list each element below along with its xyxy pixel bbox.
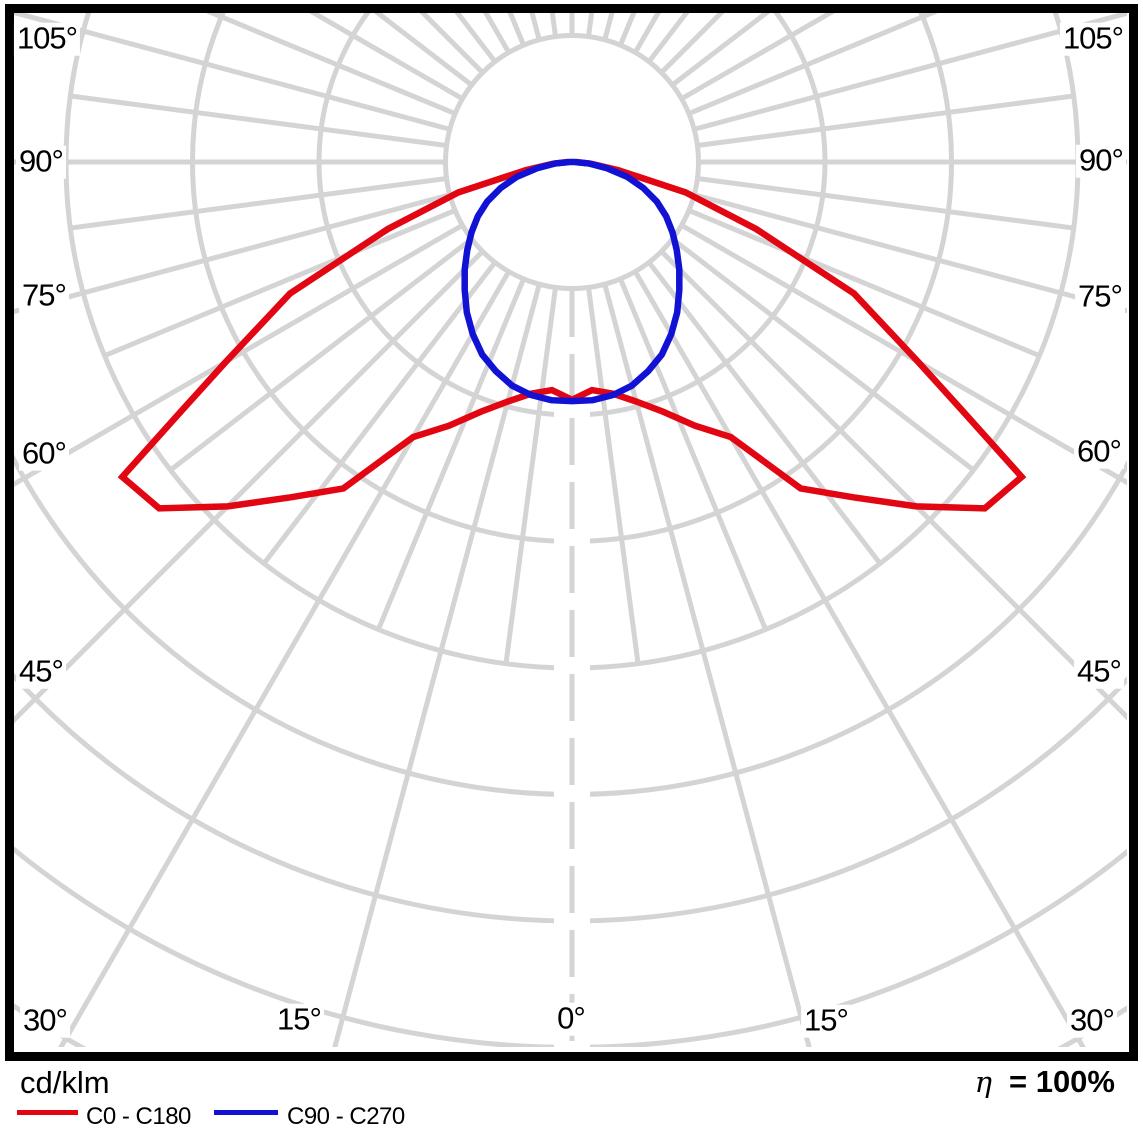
angle-label-0deg: 0° [554, 1002, 588, 1036]
angle-label-15deg: 15° [274, 1003, 324, 1037]
angle-label-90deg: 90° [1076, 144, 1126, 178]
angle-label-45deg: 45° [16, 655, 66, 689]
angle-label-75deg: 75° [1075, 280, 1125, 314]
curve-c90-c270 [461, 158, 683, 405]
efficiency-value: η = 100% [975, 1064, 1115, 1100]
unit-label: cd/klm [20, 1065, 110, 1100]
legend-label-c90-c270: C90 - C270 [287, 1103, 405, 1130]
angle-label-60deg: 60° [19, 437, 69, 471]
angle-label-90deg: 90° [16, 145, 66, 179]
angle-label-30deg: 30° [20, 1004, 70, 1038]
legend-swatch-c90-c270 [214, 1110, 278, 1115]
angle-label-30deg: 30° [1067, 1004, 1117, 1038]
angle-label-60deg: 60° [1074, 435, 1124, 469]
angle-label-15deg: 15° [801, 1004, 851, 1038]
angle-label-105deg: 105° [13, 22, 81, 56]
footer: cd/klm [0, 1063, 1143, 1143]
angle-label-45deg: 45° [1074, 655, 1124, 689]
eta-symbol: η [974, 1065, 993, 1099]
angle-label-75deg: 75° [19, 279, 69, 313]
legend-label-c0-c180: C0 - C180 [86, 1103, 191, 1130]
angle-label-105deg: 105° [1059, 22, 1127, 56]
eta-text: = 100% [1008, 1064, 1115, 1099]
legend-swatch-c0-c180 [17, 1110, 78, 1115]
